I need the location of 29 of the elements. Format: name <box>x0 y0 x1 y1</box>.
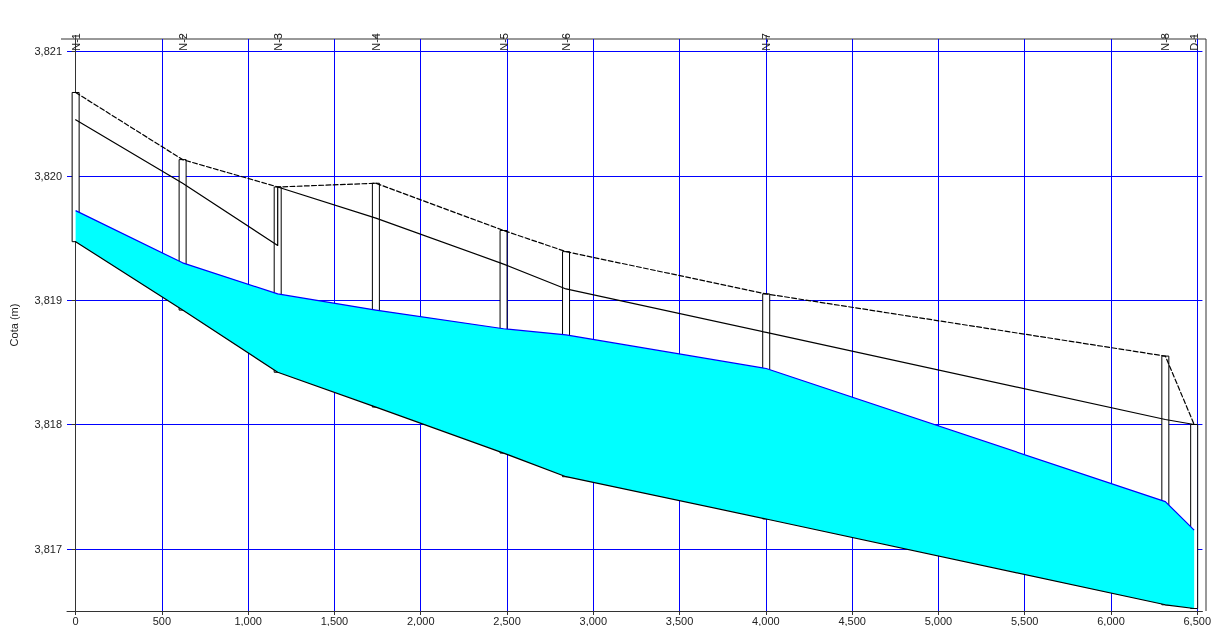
x-tick-label: 2,500 <box>493 614 521 626</box>
y-tick-label: 3,817 <box>34 542 62 555</box>
x-tick-label: 1,500 <box>320 614 349 626</box>
annotation: N-7 <box>760 33 773 51</box>
annotation: N-5 <box>497 33 510 51</box>
annotation: N-6 <box>560 33 573 51</box>
x-tick-label: 2,000 <box>406 614 435 626</box>
x-tick-label: 500 <box>152 614 172 626</box>
x-tick-label: 5,500 <box>1010 614 1039 626</box>
annotation: N-3 <box>271 33 284 51</box>
y-axis-title: Cota (m) <box>7 303 20 347</box>
x-tick-label: 3,500 <box>665 614 694 626</box>
y-tick-label: 3,821 <box>34 45 62 58</box>
annotation: N-2 <box>176 33 189 51</box>
annotation: N-1 <box>69 33 82 51</box>
y-tick-label: 3,819 <box>34 294 62 307</box>
x-tick-label: 4,500 <box>838 614 866 626</box>
annotation: N-8 <box>1159 33 1172 51</box>
annotation: D-1 <box>1188 33 1201 51</box>
x-tick-label: 6,000 <box>1097 614 1125 626</box>
x-tick-label: 6,500 <box>1183 614 1212 626</box>
x-tick-label: 0 <box>72 614 79 626</box>
annotation: N-4 <box>369 33 382 51</box>
x-tick-label: 5,000 <box>924 614 953 626</box>
x-tick-label: 3,000 <box>579 614 608 626</box>
y-tick-label: 3,820 <box>34 169 62 182</box>
x-tick-label: 1,000 <box>234 614 262 626</box>
x-tick-label: 4,000 <box>752 614 780 626</box>
y-tick-label: 3,818 <box>34 418 62 431</box>
